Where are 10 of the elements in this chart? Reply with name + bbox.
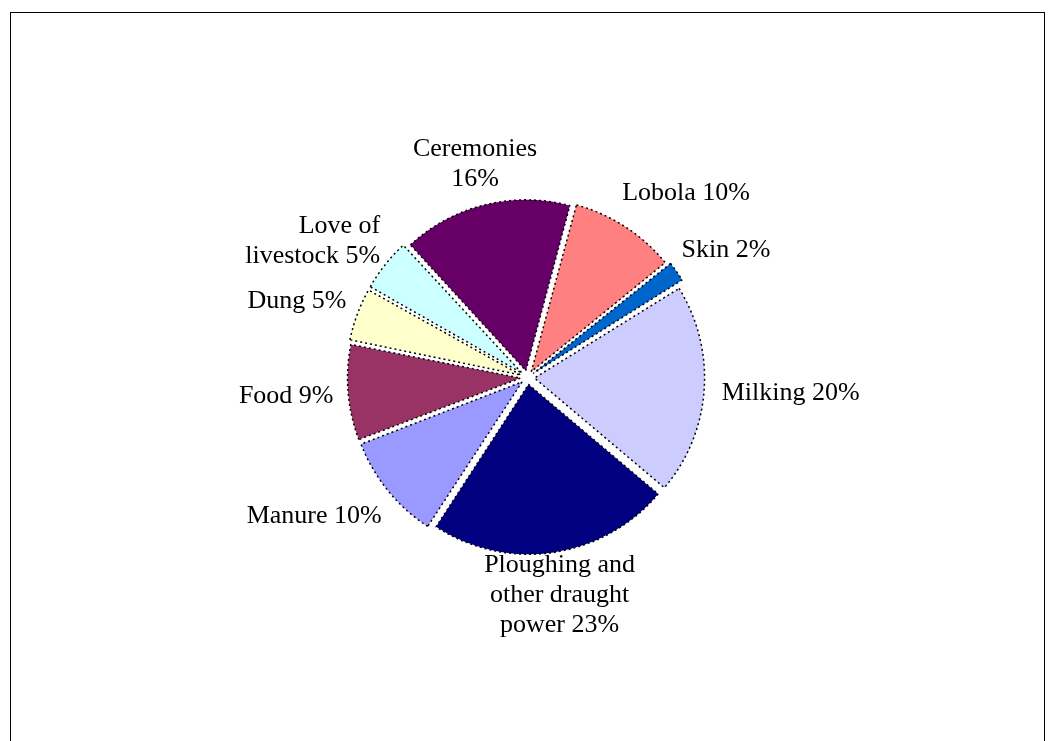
slice-label: Dung 5% <box>247 284 347 314</box>
slice-label: Skin 2% <box>681 234 771 264</box>
slice-label: Love of livestock 5% <box>245 209 381 269</box>
slice-label: Manure 10% <box>246 499 382 529</box>
slice-label: Milking 20% <box>721 377 860 407</box>
slice-label: Ploughing and other draught power 23% <box>484 548 636 638</box>
slice-label: Food 9% <box>238 379 334 409</box>
slice-label: Ceremonies <box>412 132 538 162</box>
slice-label: Lobola 10% <box>622 177 750 207</box>
data-label: 16% <box>451 162 499 192</box>
